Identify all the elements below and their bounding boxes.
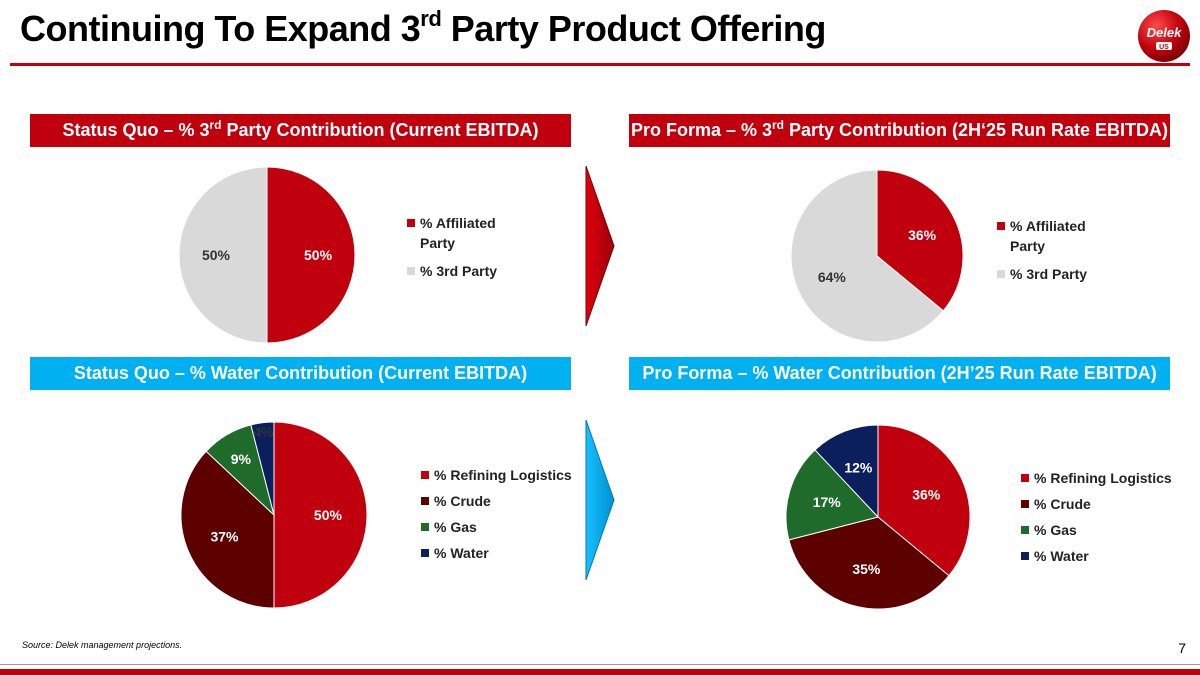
pie-slice-3rd-party (790, 169, 944, 343)
legend-item-refining-logistics: % Refining Logistics (421, 465, 581, 485)
legend-item-affiliated: % Affiliated Party (407, 213, 517, 253)
data-label-gas: 9% (231, 451, 252, 467)
pie-slice-gas (785, 449, 879, 541)
data-label-refining-logistics: 36% (912, 486, 941, 502)
legend-pro-forma-water: % Refining Logistics % Crude % Gas % Wat… (1021, 468, 1181, 572)
pie-slice-refining-logistics (273, 421, 368, 609)
data-label-3rd-party: 64% (818, 269, 847, 285)
pie-chart-status-quo-third-party: 50% 50% (178, 166, 356, 344)
page-title: Continuing To Expand 3rd Party Product O… (20, 6, 826, 49)
banner-pro-forma-third-party: Pro Forma – % 3rd Party Contribution (2H… (629, 114, 1170, 147)
legend-pro-forma-third-party: % Affiliated Party % 3rd Party (997, 216, 1107, 292)
legend-item-gas: % Gas (1021, 520, 1181, 540)
legend-status-quo-water: % Refining Logistics % Crude % Gas % Wat… (421, 465, 581, 569)
legend-item-third-party: % 3rd Party (407, 261, 517, 281)
legend-item-third-party: % 3rd Party (997, 264, 1107, 284)
legend-item-water: % Water (1021, 546, 1181, 566)
legend-item-crude: % Crude (421, 491, 581, 511)
data-label-crude: 35% (852, 561, 881, 577)
footer-divider (0, 664, 1200, 665)
pie-chart-status-quo-water: 50% 37% 9%4% (180, 421, 368, 609)
footer-bar (0, 669, 1200, 675)
page-number: 7 (1178, 640, 1186, 656)
logo-subtext: US (1159, 44, 1169, 51)
data-label-affiliated-party: 36% (908, 227, 937, 243)
banner-status-quo-third-party: Status Quo – % 3rd Party Contribution (C… (30, 114, 571, 147)
data-label-water: 12% (844, 459, 873, 475)
pie-slice-affiliated-party (266, 166, 356, 344)
legend-item-gas: % Gas (421, 517, 581, 537)
logo-text: Delek (1147, 25, 1182, 40)
pie-slice-water (250, 421, 275, 516)
legend-item-refining-logistics: % Refining Logistics (1021, 468, 1181, 488)
pie-slice-refining-logistics (877, 424, 971, 577)
pie-chart-pro-forma-water: 36% 35% 17% 12% (785, 424, 971, 610)
data-label-3rd-party: 50% (202, 247, 231, 263)
arrow-right-red-icon (585, 166, 615, 326)
title-divider (10, 63, 1190, 66)
legend-item-affiliated: % Affiliated Party (997, 216, 1107, 256)
data-label-water: 4% (253, 424, 274, 440)
pie-slice-crude (788, 516, 950, 610)
data-label-gas: 17% (813, 494, 842, 510)
pie-chart-pro-forma-third-party: 36% 64% (790, 169, 964, 343)
banner-status-quo-water: Status Quo – % Water Contribution (Curre… (30, 357, 571, 390)
data-label-crude: 37% (210, 528, 239, 544)
arrow-right-blue-icon (585, 420, 615, 580)
legend-item-crude: % Crude (1021, 494, 1181, 514)
legend-item-water: % Water (421, 543, 581, 563)
legend-status-quo-third-party: % Affiliated Party % 3rd Party (407, 213, 517, 289)
pie-slice-affiliated-party (876, 169, 964, 312)
data-label-affiliated-party: 50% (304, 247, 333, 263)
delek-logo: Delek US (1138, 10, 1190, 62)
pie-slice-crude (180, 450, 275, 609)
source-note: Source: Delek management projections. (22, 640, 183, 650)
pie-slice-3rd-party (178, 166, 268, 344)
pie-slice-water (814, 424, 879, 519)
data-label-refining-logistics: 50% (314, 507, 343, 523)
banner-pro-forma-water: Pro Forma – % Water Contribution (2H’25 … (629, 357, 1170, 390)
